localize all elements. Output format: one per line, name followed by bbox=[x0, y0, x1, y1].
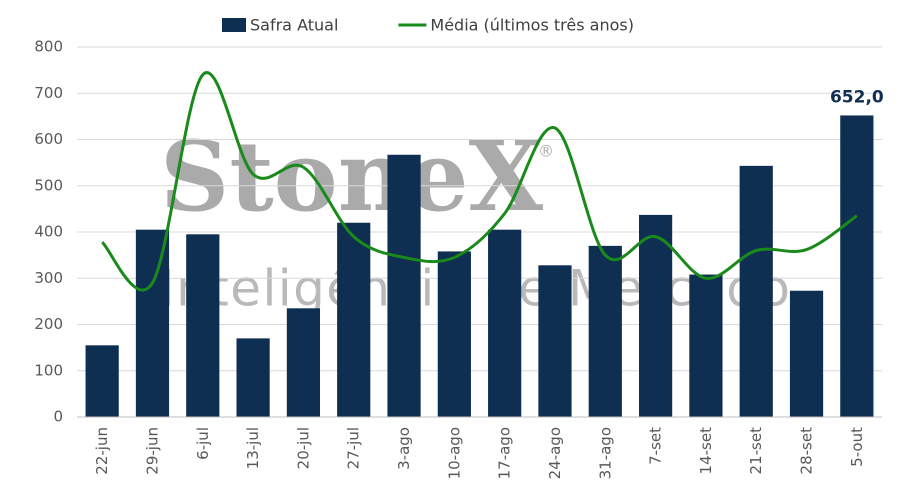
bar bbox=[789, 290, 824, 417]
legend-label: Safra Atual bbox=[250, 16, 338, 35]
watermark-tagline: Inteligência de Mercado bbox=[160, 260, 790, 318]
x-tick-label: 6-jul bbox=[194, 427, 212, 460]
bar bbox=[437, 251, 471, 417]
y-tick-label: 400 bbox=[34, 223, 63, 241]
watermark-brand: StoneX bbox=[160, 120, 544, 233]
x-tick-label: 13-jul bbox=[244, 427, 262, 469]
legend-swatch bbox=[222, 18, 246, 32]
watermark-mark: ® bbox=[538, 142, 554, 161]
bar bbox=[840, 115, 874, 417]
bar bbox=[85, 345, 119, 417]
y-tick-label: 300 bbox=[34, 269, 63, 287]
x-tick-label: 28-set bbox=[798, 427, 816, 475]
y-tick-label: 200 bbox=[34, 315, 63, 333]
x-tick-label: 17-ago bbox=[496, 427, 514, 479]
x-tick-label: 3-ago bbox=[395, 427, 413, 470]
bar bbox=[689, 274, 723, 417]
bar bbox=[236, 338, 270, 417]
bar bbox=[387, 154, 421, 417]
x-tick-label: 21-set bbox=[747, 427, 765, 475]
bar bbox=[488, 229, 522, 417]
legend-label: Média (últimos três anos) bbox=[430, 16, 634, 35]
x-tick-label: 29-jun bbox=[143, 427, 161, 475]
bar bbox=[186, 234, 220, 417]
x-tick-label: 22-jun bbox=[93, 427, 111, 475]
bar bbox=[739, 165, 773, 417]
bar bbox=[588, 245, 622, 417]
bar bbox=[337, 222, 371, 417]
y-tick-label: 100 bbox=[34, 361, 63, 379]
watermark: StoneX ® Inteligência de Mercado bbox=[160, 120, 790, 318]
y-tick-label: 800 bbox=[34, 38, 63, 56]
y-tick-label: 700 bbox=[34, 84, 63, 102]
bar bbox=[538, 265, 572, 417]
x-tick-label: 20-jul bbox=[294, 427, 312, 469]
x-tick-label: 10-ago bbox=[445, 427, 463, 479]
y-tick-label: 600 bbox=[34, 130, 63, 148]
bar bbox=[638, 214, 673, 417]
x-tick-label: 7-set bbox=[647, 427, 665, 465]
x-tick-label: 24-ago bbox=[546, 427, 564, 479]
bar bbox=[135, 229, 170, 417]
x-tick-label: 14-set bbox=[697, 427, 715, 475]
value-label: 652,0 bbox=[830, 87, 884, 107]
line bbox=[101, 71, 858, 292]
x-tick-label: 5-out bbox=[848, 427, 866, 467]
bar bbox=[286, 308, 321, 417]
y-tick-label: 500 bbox=[34, 176, 63, 194]
x-tick-label: 27-jul bbox=[345, 427, 363, 469]
y-tick-label: 0 bbox=[53, 408, 63, 426]
x-tick-label: 31-ago bbox=[596, 427, 614, 479]
